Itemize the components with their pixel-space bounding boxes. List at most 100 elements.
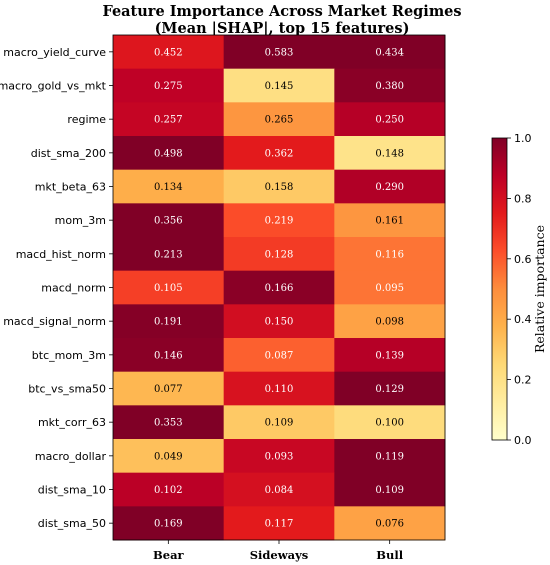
colorbar: 0.0 0.2 0.4 0.6 0.8 1.0 Relative importance xyxy=(491,132,547,447)
row-label: macd_hist_norm xyxy=(16,248,106,261)
cell-value-label: 0.134 xyxy=(154,182,183,193)
heatmap-cell xyxy=(113,203,225,238)
heatmap-cell xyxy=(113,270,225,305)
heatmap-cell xyxy=(223,472,335,507)
column-label: Sideways xyxy=(250,548,309,562)
column-label: Bear xyxy=(153,548,184,562)
heatmap-cell xyxy=(223,506,335,541)
heatmap-cell xyxy=(113,35,225,70)
heatmap-cell xyxy=(334,136,446,171)
cell-value-label: 0.161 xyxy=(375,216,404,227)
row-label: dist_sma_50 xyxy=(38,517,106,530)
cell-value-label: 0.102 xyxy=(154,485,183,496)
column-labels: Bear Sideways Bull xyxy=(153,540,404,562)
cell-value-label: 0.077 xyxy=(154,384,183,395)
heatmap-cell xyxy=(223,35,335,70)
heatmap-cell xyxy=(334,405,446,440)
heatmap-cell xyxy=(334,304,446,339)
cell-value-label: 0.257 xyxy=(154,115,183,126)
heatmap-cell xyxy=(334,169,446,204)
column-label: Bull xyxy=(376,548,403,562)
colorbar-tick-label: 0.8 xyxy=(514,192,532,205)
cell-value-label: 0.213 xyxy=(154,249,183,260)
heatmap-cells: 0.452 0.583 0.434 0.275 0.145 0.380 0.257 0.265… xyxy=(113,35,446,541)
heatmap-cell xyxy=(334,68,446,103)
row-label: macd_signal_norm xyxy=(3,315,106,328)
cell-value-label: 0.353 xyxy=(154,418,183,429)
cell-value-label: 0.076 xyxy=(375,519,404,530)
cell-value-label: 0.150 xyxy=(265,317,294,328)
heatmap-cell xyxy=(223,203,335,238)
plot-frame xyxy=(112,34,446,541)
heatmap-cell xyxy=(334,203,446,238)
cell-value-label: 0.095 xyxy=(375,283,404,294)
row-label: dist_sma_200 xyxy=(31,147,106,160)
chart-title: Feature Importance Across Market Regimes xyxy=(102,3,461,20)
cell-value-label: 0.093 xyxy=(265,451,294,462)
row-label: macro_yield_curve xyxy=(3,46,106,59)
cell-value-label: 0.275 xyxy=(154,81,183,92)
cell-value-label: 0.049 xyxy=(154,451,183,462)
heatmap-cell xyxy=(113,136,225,171)
heatmap-cell xyxy=(334,506,446,541)
heatmap-cell xyxy=(334,338,446,373)
heatmap-cell xyxy=(223,405,335,440)
cell-value-label: 0.290 xyxy=(375,182,404,193)
heatmap-cell xyxy=(223,102,335,137)
cell-value-label: 0.105 xyxy=(154,283,183,294)
heatmap-cell xyxy=(113,338,225,373)
cell-value-label: 0.146 xyxy=(154,350,183,361)
cell-value-label: 0.087 xyxy=(265,350,294,361)
cell-value-label: 0.380 xyxy=(375,81,404,92)
row-label: macd_norm xyxy=(41,282,106,295)
heatmap-cell xyxy=(223,371,335,406)
heatmap-cell xyxy=(334,472,446,507)
heatmap-cell xyxy=(113,472,225,507)
cell-value-label: 0.191 xyxy=(154,317,183,328)
heatmap-cell xyxy=(334,439,446,474)
heatmap-cell xyxy=(113,405,225,440)
colorbar-tick-label: 0.4 xyxy=(514,313,532,326)
cell-value-label: 0.362 xyxy=(265,148,294,159)
cell-value-label: 0.166 xyxy=(265,283,294,294)
colorbar-ticks: 0.0 0.2 0.4 0.6 0.8 1.0 xyxy=(507,132,532,447)
heatmap-cell xyxy=(113,506,225,541)
cell-value-label: 0.109 xyxy=(375,485,404,496)
heatmap-cell xyxy=(223,237,335,272)
cell-value-label: 0.084 xyxy=(265,485,294,496)
cell-value-label: 0.498 xyxy=(154,148,183,159)
cell-value-label: 0.250 xyxy=(375,115,404,126)
heatmap-cell xyxy=(113,439,225,474)
cell-value-label: 0.098 xyxy=(375,317,404,328)
cell-value-label: 0.265 xyxy=(265,115,294,126)
colorbar-tick-label: 0.6 xyxy=(514,253,532,266)
heatmap-cell xyxy=(223,270,335,305)
heatmap-cell xyxy=(334,270,446,305)
cell-value-label: 0.129 xyxy=(375,384,404,395)
cell-value-label: 0.169 xyxy=(154,519,183,530)
heatmap-cell xyxy=(113,102,225,137)
cell-value-label: 0.100 xyxy=(375,418,404,429)
colorbar-gradient xyxy=(491,137,508,441)
row-label: mom_3m xyxy=(55,214,106,227)
cell-value-label: 0.109 xyxy=(265,418,294,429)
colorbar-tick-label: 0.0 xyxy=(514,434,532,447)
heatmap-cell xyxy=(113,169,225,204)
heatmap-cell xyxy=(223,338,335,373)
cell-value-label: 0.148 xyxy=(375,148,404,159)
row-label: dist_sma_10 xyxy=(38,484,106,497)
heatmap-cell xyxy=(223,169,335,204)
cell-value-label: 0.139 xyxy=(375,350,404,361)
colorbar-tick-label: 0.2 xyxy=(514,374,532,387)
heatmap-cell xyxy=(113,68,225,103)
row-labels: macro_yield_curve macro_gold_vs_mktregime… xyxy=(0,46,113,530)
row-label: btc_vs_sma50 xyxy=(28,383,106,396)
heatmap-cell xyxy=(113,371,225,406)
heatmap-cell xyxy=(223,68,335,103)
chart-subtitle: (Mean |SHAP|, top 15 features) xyxy=(155,20,410,37)
cell-value-label: 0.110 xyxy=(265,384,294,395)
cell-value-label: 0.158 xyxy=(265,182,294,193)
heatmap-cell xyxy=(334,102,446,137)
heatmap-cell xyxy=(334,371,446,406)
